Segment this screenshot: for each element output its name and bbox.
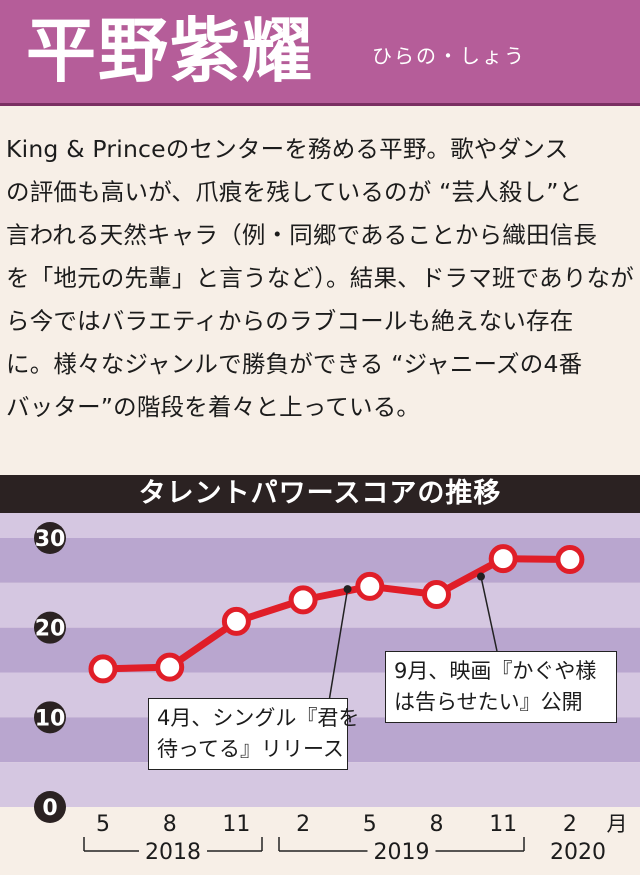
data-point <box>155 652 185 682</box>
bio-line: ら今ではバラエティからのラブコールも絶えない存在 <box>6 307 574 335</box>
banner-divider <box>0 103 640 106</box>
data-point <box>221 606 251 636</box>
annotation-box-single: 4月、シングル『君を 待ってる』リリース <box>148 698 360 770</box>
x-tick-label: 8 <box>430 812 444 837</box>
data-point <box>488 544 518 574</box>
annotation-line: 待ってる』リリース <box>157 737 344 761</box>
bio-line: 言われる天然キャラ（例・同郷であることから織田信長 <box>6 221 598 249</box>
title-banner <box>0 0 640 103</box>
year-label: 2018 <box>145 840 201 865</box>
data-point <box>288 585 318 615</box>
year-label: 2020 <box>550 840 606 865</box>
year-label: 2019 <box>374 840 430 865</box>
x-tick-label: 2 <box>296 812 310 837</box>
y-tick-label: 0 <box>42 796 57 821</box>
bio-line: バッター”の階段を着々と上っている。 <box>6 393 421 421</box>
data-point <box>88 654 118 684</box>
x-unit-label: 月 <box>607 812 628 836</box>
name-reading: ひらの・しょう <box>372 44 526 68</box>
y-tick-badge <box>34 522 66 554</box>
y-tick-badge <box>34 611 66 644</box>
data-point <box>422 579 451 609</box>
annotation-line: 9月、映画『かぐや様 <box>394 659 597 683</box>
chart-title-bar <box>0 475 640 513</box>
annotation-dot <box>476 572 485 581</box>
x-tick-label: 8 <box>163 812 177 837</box>
annotation-leader <box>328 588 349 699</box>
annotation-leader <box>480 576 498 652</box>
annotation-line: は告らせたい』公開 <box>394 690 583 714</box>
chart-title: タレントパワースコアの推移 <box>138 478 502 509</box>
x-tick-label: 2 <box>563 812 577 837</box>
x-tick-label: 11 <box>222 812 250 837</box>
x-tick-label: 5 <box>96 812 110 837</box>
y-tick-label: 10 <box>35 706 66 731</box>
data-point <box>555 545 585 575</box>
x-tick-label: 11 <box>489 812 517 837</box>
bio-line: の評価も高いが、爪痕を残しているのが “芸人殺し”と <box>6 178 583 206</box>
y-tick-badge <box>34 791 66 823</box>
y-tick-label: 20 <box>35 617 66 642</box>
annotation-dot <box>343 585 352 594</box>
bio-text: King & Princeのセンターを務める平野。歌やダンス の評価も高いが、爪… <box>6 128 636 429</box>
bio-line: に。様々なジャンルで勝負ができる “ジャニーズの4番 <box>6 350 583 378</box>
x-tick-label: 5 <box>363 812 377 837</box>
y-tick-badge <box>34 701 66 734</box>
bio-line: を「地元の先輩」と言うなど）。結果、ドラマ班でありなが <box>6 264 634 292</box>
bio-line: King & Princeのセンターを務める平野。歌やダンス <box>6 135 569 163</box>
plot-band <box>0 582 640 628</box>
plot-band <box>0 513 640 538</box>
y-tick-label: 30 <box>35 527 66 552</box>
person-name: 平野紫耀 <box>26 9 314 92</box>
annotation-box-movie: 9月、映画『かぐや様 は告らせたい』公開 <box>385 651 617 723</box>
annotation-line: 4月、シングル『君を <box>157 706 360 730</box>
data-point <box>355 571 385 601</box>
